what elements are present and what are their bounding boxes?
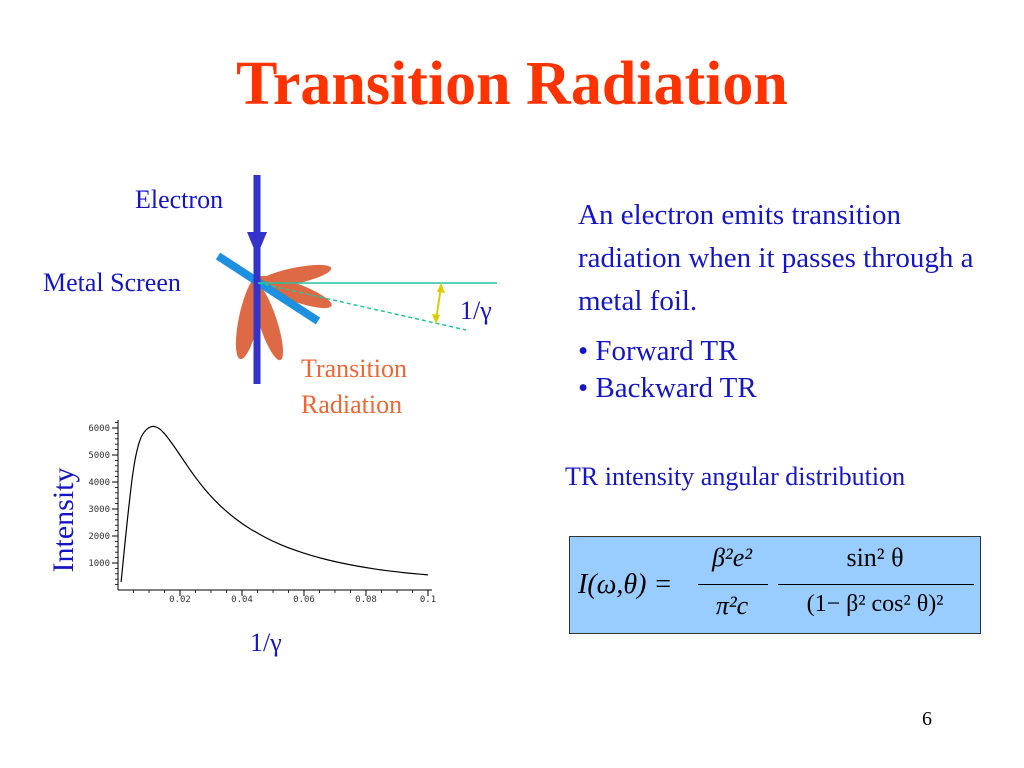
formula-frac2-bar (778, 584, 974, 585)
formula-frac2-den: (1− β² cos² θ)² (806, 591, 944, 617)
y-tick-label: 6000 (88, 424, 110, 434)
intro-text: An electron emits transition radiation w… (578, 199, 974, 317)
intensity-curve (120, 425, 429, 582)
formula-frac1-bar (698, 584, 768, 585)
x-tick-label: 0.02 (169, 595, 191, 605)
y-tick-label: 1000 (88, 559, 110, 569)
formula-box: I(ω,θ) = β²e² π²c sin² θ (1− β² cos² θ)² (569, 536, 981, 634)
x-tick-label: 0.1 (420, 595, 436, 605)
intensity-chart: 0.02 0.04 0.06 0.08 0.1 1000 2000 3000 4000 5000 6… (88, 420, 436, 605)
metal-screen-label: Metal Screen (43, 268, 181, 297)
chart-x-label: 1/γ (250, 628, 282, 657)
slide-number: 6 (922, 708, 932, 730)
y-tick-label: 3000 (88, 505, 110, 515)
x-tick-label: 0.08 (355, 595, 377, 605)
formula-frac1-num: β²e² (711, 543, 753, 572)
slide-title: Transition Radiation (236, 50, 788, 118)
forward-lobe-lower (256, 275, 332, 309)
formula-frac2-num: sin² θ (846, 543, 904, 572)
chart-y-label: Intensity (47, 467, 80, 573)
bullet-forward-tr: • Forward TR (578, 335, 738, 367)
tr-label-line2: Radiation (301, 390, 403, 419)
angle-arrow-head-bottom-icon (432, 314, 440, 324)
formula-lhs: I(ω,θ) = (578, 569, 673, 600)
angle-line (257, 282, 467, 331)
y-tick-label: 5000 (88, 451, 110, 461)
y-tick-label: 4000 (88, 478, 110, 488)
angle-arrow (435, 286, 442, 321)
x-tick-label: 0.04 (231, 595, 253, 605)
electron-label: Electron (135, 185, 224, 214)
electron-arrow-icon (247, 232, 267, 256)
formula-frac1-den: π²c (715, 591, 749, 620)
gamma-angle-label: 1/γ (460, 296, 492, 325)
angle-arrow-head-top-icon (437, 283, 445, 293)
x-tick-label: 0.06 (293, 595, 315, 605)
y-tick-label: 2000 (88, 532, 110, 542)
tr-bullet-list: • Forward TR • Backward TR (578, 333, 757, 407)
distribution-label: TR intensity angular distribution (565, 462, 906, 491)
tr-label-line1: Transition (301, 354, 407, 383)
metal-screen-line (215, 252, 321, 325)
bullet-backward-tr: • Backward TR (578, 372, 757, 404)
